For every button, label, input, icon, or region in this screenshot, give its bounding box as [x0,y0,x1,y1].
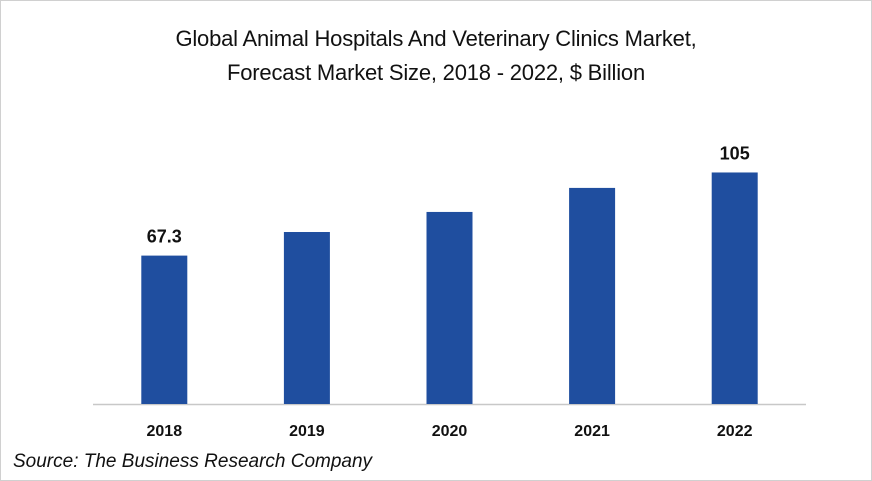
bar-2022 [711,172,758,404]
data-label: 105 [720,143,750,163]
bar-2020 [426,211,473,404]
chart-title-line-2: Forecast Market Size, 2018 - 2022, $ Bil… [227,60,645,85]
bar-2019 [283,232,330,404]
x-tick-label: 2022 [717,423,753,440]
source-note: Source: The Business Research Company [13,451,373,472]
bar-2018 [141,255,188,404]
bar-2021 [569,187,616,404]
x-tick-label: 2020 [432,423,468,440]
chart-title-line-1: Global Animal Hospitals And Veterinary C… [175,26,697,51]
data-label: 67.3 [147,227,182,247]
x-tick-label: 2021 [574,423,610,440]
x-tick-label: 2018 [147,423,183,440]
x-tick-label: 2019 [289,423,325,440]
